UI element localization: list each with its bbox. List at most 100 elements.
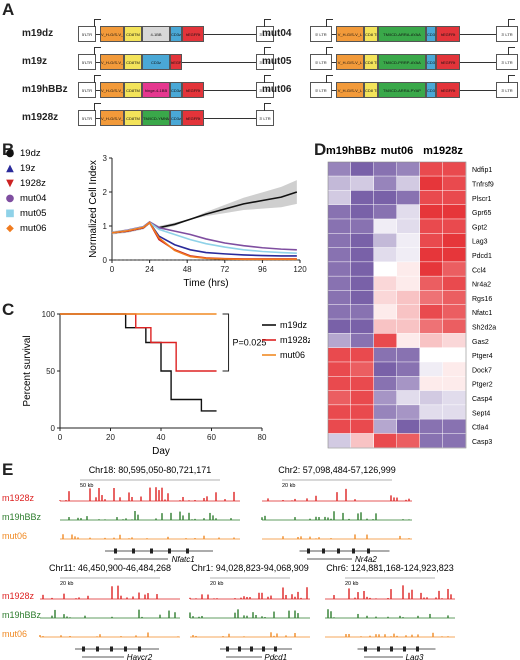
track-coordinates: Chr18: 80,595,050-80,721,171 xyxy=(89,465,212,475)
heatmap-row-label: Casp3 xyxy=(472,439,492,446)
construct-segment: CD8 TM xyxy=(364,82,378,98)
heatmap-cell xyxy=(351,376,374,391)
heatmap-row-label: Plscr1 xyxy=(472,196,492,203)
heatmap-cell xyxy=(328,333,351,348)
heatmap-row-label: Ptger2 xyxy=(472,382,493,389)
heatmap-cell xyxy=(420,419,443,434)
y-tick-label: 0 xyxy=(103,256,108,265)
x-tick-label: 24 xyxy=(145,265,154,274)
construct-segment: CD8TM xyxy=(124,26,142,42)
track-row-label: mut06 xyxy=(2,629,27,639)
heatmap: m19hBBz mut06 m1928z Ndfip1 Tnfrsf9 Plscr1 Gpr… xyxy=(326,145,496,449)
heatmap-cell xyxy=(328,219,351,233)
heatmap-cell xyxy=(443,319,466,334)
heatmap-cell xyxy=(328,290,351,305)
construct-segment: 5' LTR xyxy=(310,82,332,98)
legend-label: 1928z xyxy=(20,178,46,189)
legend-marker: ■ xyxy=(5,208,14,219)
heatmap-cell xyxy=(420,204,443,219)
heatmap-cell xyxy=(397,419,420,434)
heatmap-cell xyxy=(374,276,397,291)
exon xyxy=(262,646,265,652)
heatmap-cell xyxy=(328,376,351,391)
exon xyxy=(132,548,135,554)
heatmap-cell xyxy=(328,390,351,405)
construct-segment: 3' LTR xyxy=(496,54,518,70)
cell-index-chart: 0 24 48 72 96 120 0 1 2 3 Time (hrs) Normalized Cel… xyxy=(5,148,307,289)
heatmap-row-label: Gas2 xyxy=(472,339,489,346)
heatmap-cell xyxy=(351,176,374,191)
heatmap-cell xyxy=(397,276,420,291)
heatmap-row-label: Gpt2 xyxy=(472,224,487,231)
heatmap-cell xyxy=(328,419,351,434)
significance-bracket xyxy=(222,313,230,372)
heatmap-column-label: mut06 xyxy=(381,145,413,157)
heatmap-cell xyxy=(420,162,443,176)
construct-segment: 3' LTR xyxy=(256,26,274,42)
track-coordinates: Chr11: 46,450,900-46,484,268 xyxy=(49,563,171,573)
heatmap-cell xyxy=(328,305,351,319)
construct-segment: TM/ICD-ARRA-AYAA xyxy=(378,26,426,42)
heatmap-cell xyxy=(351,262,374,276)
promoter-arrow-icon xyxy=(264,47,271,55)
heatmap-cell xyxy=(374,233,397,248)
exon xyxy=(390,646,393,652)
x-axis-label: Day xyxy=(152,446,170,457)
heatmap-cell xyxy=(328,347,351,362)
x-tick-label: 48 xyxy=(183,265,192,274)
heatmap-cell xyxy=(374,219,397,233)
exon xyxy=(377,646,380,652)
legend-label: 19z xyxy=(20,163,36,174)
p-value: P=0.025 xyxy=(233,338,267,348)
construct-segment: 3' LTR xyxy=(256,110,274,126)
heatmap-cell xyxy=(443,190,466,205)
heatmap-row-label: Ndfip1 xyxy=(472,167,492,174)
exon xyxy=(114,548,117,554)
heatmap-cell xyxy=(443,433,466,448)
heatmap-cell xyxy=(328,176,351,191)
heatmap-cell xyxy=(374,305,397,319)
promoter-arrow-icon xyxy=(94,19,101,27)
construct-segment: CD8 TM xyxy=(364,26,378,42)
heatmap-cell xyxy=(443,419,466,434)
heatmap-row-label: Dock7 xyxy=(472,367,492,374)
y-tick-label: 2 xyxy=(103,188,108,197)
x-tick-label: 0 xyxy=(110,265,115,274)
heatmap-cell xyxy=(443,290,466,305)
heatmap-cell xyxy=(374,419,397,434)
heatmap-cell xyxy=(397,204,420,219)
exon xyxy=(250,646,253,652)
construct-segment: CD8TM xyxy=(124,82,142,98)
heatmap-cell xyxy=(397,390,420,405)
heatmap-cell xyxy=(374,347,397,362)
heatmap-cell xyxy=(374,405,397,419)
construct-segment: CD8 TM xyxy=(364,54,378,70)
heatmap-cell xyxy=(328,433,351,448)
x-tick-label: 60 xyxy=(207,433,216,442)
track-coordinates: Chr6: 124,881,168-124,923,823 xyxy=(326,563,454,573)
heatmap-cell xyxy=(328,247,351,262)
heatmap-cell xyxy=(351,305,374,319)
legend-label: mut06 xyxy=(20,223,46,234)
exon xyxy=(364,646,367,652)
heatmap-row-label: Casp4 xyxy=(472,396,492,403)
heatmap-cell xyxy=(328,190,351,205)
heatmap-cell xyxy=(328,319,351,334)
series-line-mut06 xyxy=(111,221,297,261)
heatmap-row-label: Nfatc1 xyxy=(472,310,492,317)
heatmap-cell xyxy=(328,204,351,219)
x-tick-label: 40 xyxy=(157,433,166,442)
exon xyxy=(403,646,406,652)
heatmap-cell xyxy=(420,219,443,233)
promoter-arrow-icon xyxy=(326,75,333,83)
exon xyxy=(110,646,113,652)
promoter-arrow-icon xyxy=(264,19,271,27)
survival-line-m1928z xyxy=(60,313,217,372)
heatmap-row-label: Pdcd1 xyxy=(472,253,492,260)
construct-segment: V_H-G/S-V_L xyxy=(100,54,124,70)
heatmap-cell xyxy=(420,276,443,291)
construct-segment: V_H-G/S-V_L xyxy=(100,82,124,98)
heatmap-cell xyxy=(397,376,420,391)
heatmap-cell xyxy=(420,290,443,305)
panel-label-b: B xyxy=(2,140,15,159)
